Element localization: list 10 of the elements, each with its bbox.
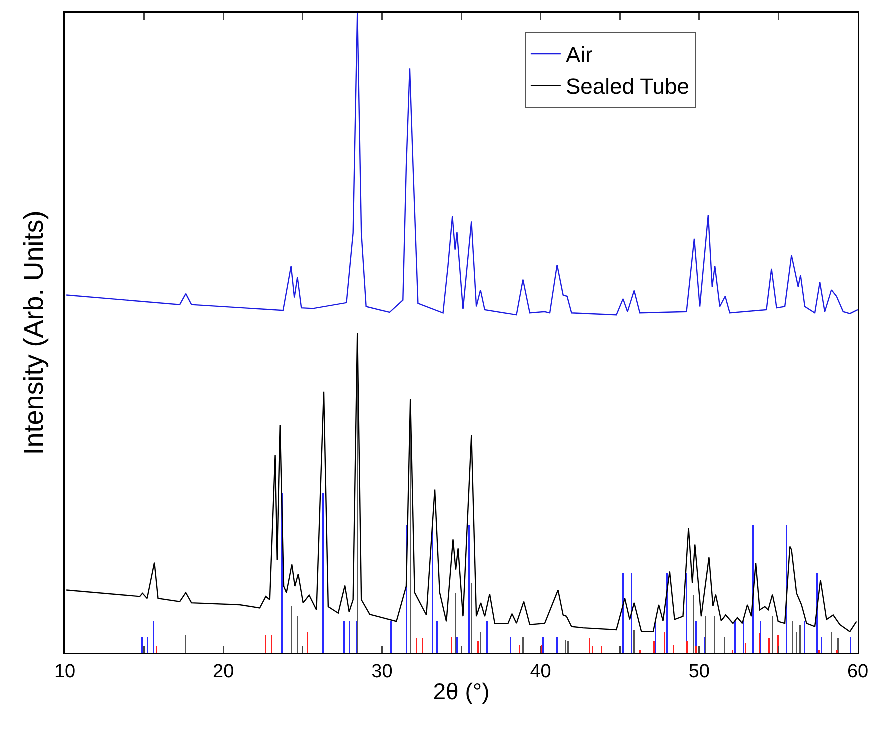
legend-label: Sealed Tube [566, 74, 690, 100]
legend-label: Air [566, 42, 593, 68]
x-tick-label: 20 [213, 661, 234, 682]
x-axis-title: 2θ (°) [433, 678, 490, 705]
x-tick-label: 10 [54, 661, 76, 682]
x-tick-label: 30 [372, 661, 393, 682]
y-axis-title: Intensity (Arb. Units) [18, 210, 49, 456]
x-tick-label: 50 [688, 661, 710, 682]
x-tick-label: 40 [530, 661, 552, 682]
x-tick-label: 60 [847, 661, 869, 682]
